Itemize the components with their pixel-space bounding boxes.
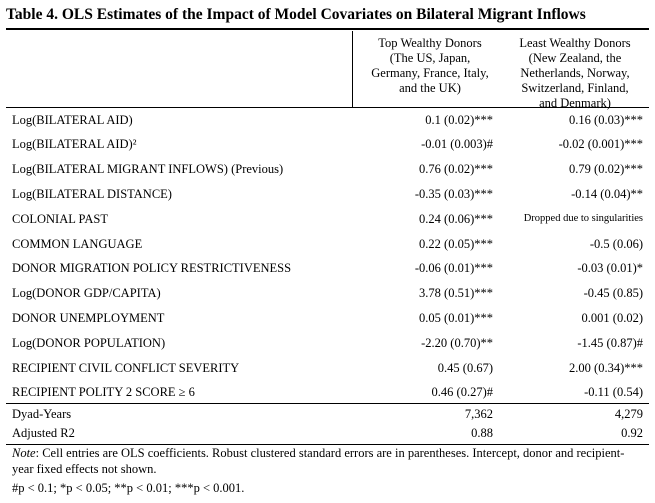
- table-row: RECIPIENT POLITY 2 SCORE ≥ 6 0.46 (0.27)…: [0, 380, 655, 404]
- row-label: Log(BILATERAL MIGRANT INFLOWS) (Previous…: [12, 162, 284, 176]
- cell-least-wealthy: 0.92: [621, 426, 643, 440]
- note-label: Note: [12, 446, 36, 460]
- cell-least-wealthy: 0.001 (0.02): [581, 311, 643, 325]
- table-row: Log(DONOR POPULATION) -2.20 (0.70)** -1.…: [0, 331, 655, 355]
- cell-least-wealthy: Dropped due to singularities: [523, 213, 643, 224]
- header-line: Germany, France, Italy,: [371, 66, 489, 80]
- note-text: : Cell entries are OLS coefficients. Rob…: [12, 446, 625, 476]
- cell-top-wealthy: -2.20 (0.70)**: [421, 336, 493, 350]
- cell-top-wealthy: 0.88: [471, 426, 493, 440]
- row-label: RECIPIENT POLITY 2 SCORE ≥ 6: [12, 385, 195, 399]
- row-label: Log(BILATERAL DISTANCE): [12, 187, 172, 201]
- table-row: Log(BILATERAL MIGRANT INFLOWS) (Previous…: [0, 157, 655, 181]
- cell-least-wealthy: -1.45 (0.87)#: [577, 336, 643, 350]
- table-row: DONOR UNEMPLOYMENT 0.05 (0.01)*** 0.001 …: [0, 306, 655, 330]
- row-label: Dyad-Years: [12, 407, 72, 421]
- row-label: Log(BILATERAL AID)²: [12, 137, 137, 151]
- cell-top-wealthy: 0.76 (0.02)***: [419, 162, 493, 176]
- table-row: Log(DONOR GDP/CAPITA) 3.78 (0.51)*** -0.…: [0, 281, 655, 305]
- cell-least-wealthy: -0.5 (0.06): [589, 237, 643, 251]
- row-label: Log(BILATERAL AID): [12, 113, 133, 127]
- cell-least-wealthy: 0.16 (0.03)***: [569, 113, 643, 127]
- stats-row-dyad-years: Dyad-Years 7,362 4,279: [0, 405, 655, 423]
- cell-least-wealthy: 2.00 (0.34)***: [569, 361, 643, 375]
- cell-least-wealthy: 4,279: [614, 407, 643, 421]
- stats-row-adjusted-r2: Adjusted R2 0.88 0.92: [0, 424, 655, 442]
- column-header-least-wealthy: Least Wealthy Donors (New Zealand, the N…: [505, 36, 645, 111]
- table-row: COMMON LANGUAGE 0.22 (0.05)*** -0.5 (0.0…: [0, 232, 655, 256]
- table-note: Note: Cell entries are OLS coefficients.…: [12, 445, 644, 477]
- cell-top-wealthy: 0.24 (0.06)***: [419, 212, 493, 226]
- row-label: COLONIAL PAST: [12, 212, 108, 226]
- cell-top-wealthy: -0.06 (0.01)***: [414, 261, 493, 275]
- header-rule: [6, 107, 649, 108]
- note-rule: [6, 444, 649, 445]
- cell-top-wealthy: 0.46 (0.27)#: [431, 385, 493, 399]
- column-header-top-wealthy: Top Wealthy Donors (The US, Japan, Germa…: [360, 36, 500, 96]
- header-line: Switzerland, Finland,: [521, 81, 629, 95]
- row-label: DONOR UNEMPLOYMENT: [12, 311, 165, 325]
- cell-top-wealthy: 0.22 (0.05)***: [419, 237, 493, 251]
- row-label: RECIPIENT CIVIL CONFLICT SEVERITY: [12, 361, 240, 375]
- header-column-separator: [352, 31, 353, 107]
- table-row: Log(BILATERAL DISTANCE) -0.35 (0.03)*** …: [0, 182, 655, 206]
- row-label: Log(DONOR GDP/CAPITA): [12, 286, 161, 300]
- row-label: Log(DONOR POPULATION): [12, 336, 166, 350]
- header-line: Netherlands, Norway,: [520, 66, 630, 80]
- top-rule: [6, 28, 649, 30]
- row-label: DONOR MIGRATION POLICY RESTRICTIVENESS: [12, 261, 292, 275]
- table-row: DONOR MIGRATION POLICY RESTRICTIVENESS -…: [0, 256, 655, 280]
- cell-least-wealthy: -0.11 (0.54): [584, 385, 643, 399]
- cell-top-wealthy: -0.01 (0.003)#: [421, 137, 493, 151]
- table-row: COLONIAL PAST 0.24 (0.06)*** Dropped due…: [0, 207, 655, 231]
- header-line: and the UK): [399, 81, 461, 95]
- header-line: (The US, Japan,: [389, 51, 471, 65]
- header-line: (New Zealand, the: [528, 51, 622, 65]
- cell-least-wealthy: -0.03 (0.01)*: [577, 261, 643, 275]
- header-line: and Denmark): [539, 96, 611, 110]
- table-row: Log(BILATERAL AID) 0.1 (0.02)*** 0.16 (0…: [0, 108, 655, 132]
- cell-top-wealthy: 3.78 (0.51)***: [419, 286, 493, 300]
- cell-least-wealthy: 0.79 (0.02)***: [569, 162, 643, 176]
- cell-top-wealthy: 0.45 (0.67): [437, 361, 493, 375]
- header-line: Top Wealthy Donors: [378, 36, 482, 50]
- cell-least-wealthy: -0.45 (0.85): [583, 286, 643, 300]
- cell-top-wealthy: 7,362: [464, 407, 493, 421]
- cell-least-wealthy: -0.02 (0.001)***: [558, 137, 643, 151]
- table-title: Table 4. OLS Estimates of the Impact of …: [6, 6, 586, 23]
- table-row: RECIPIENT CIVIL CONFLICT SEVERITY 0.45 (…: [0, 356, 655, 380]
- header-line: Least Wealthy Donors: [519, 36, 631, 50]
- cell-top-wealthy: -0.35 (0.03)***: [414, 187, 493, 201]
- table-row: Log(BILATERAL AID)² -0.01 (0.003)# -0.02…: [0, 132, 655, 156]
- row-label: COMMON LANGUAGE: [12, 237, 143, 251]
- cell-top-wealthy: 0.1 (0.02)***: [425, 113, 493, 127]
- cell-top-wealthy: 0.05 (0.01)***: [419, 311, 493, 325]
- row-label: Adjusted R2: [12, 426, 75, 440]
- stats-rule: [6, 403, 649, 404]
- significance-legend: #p < 0.1; *p < 0.05; **p < 0.01; ***p < …: [12, 481, 245, 495]
- cell-least-wealthy: -0.14 (0.04)**: [571, 187, 643, 201]
